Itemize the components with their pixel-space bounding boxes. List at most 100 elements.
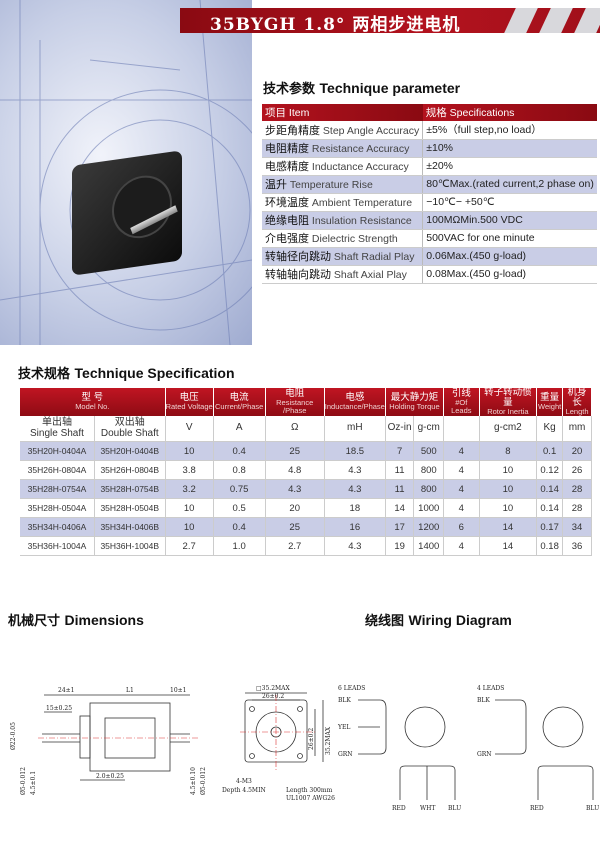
spec-cell: 8 [479, 441, 538, 462]
spec-cell: 0.12 [536, 460, 564, 481]
param-name: 转轴径向跳动 Shaft Radial Play [262, 247, 424, 266]
spec-row: 35H36H-1004A 35H36H-1004B 2.7 1.0 2.7 4.3 19 14… [20, 536, 592, 557]
spec-cell: 1.0 [213, 536, 266, 557]
spec-cell: 28 [562, 498, 592, 519]
param-value: 100MΩMin.500 VDC [422, 211, 597, 230]
param-row: 转轴径向跳动 Shaft Radial Play 0.06Max.(450 g-l… [262, 247, 597, 266]
spec-cell: 0.18 [536, 536, 564, 557]
spec-heading: 技术规格 Technique Specification [18, 365, 235, 382]
wiring-diagram: 6 LEADS BLK YEL GRN RED WHT BLU 4 LEADS … [337, 685, 599, 812]
unit-cell: 单出轴 Single Shaft [20, 415, 95, 443]
spec-cell: 0.4 [213, 517, 266, 538]
dim-label: 10±1 [170, 687, 186, 694]
spec-cell: 3.8 [165, 460, 214, 481]
spec-row: 35H20H-0404A 35H20H-0404B 10 0.4 25 18.5 7 500 4… [20, 441, 592, 462]
param-row: 环境温度 Ambient Temperature −10℃− +50℃ [262, 193, 597, 212]
spec-col-header: 电压 Rated Voltage [165, 388, 214, 416]
spec-cell: 1000 [413, 498, 445, 519]
unit-cell: 双出轴 Double Shaft [94, 415, 166, 443]
six-leads-label: 6 LEADS [338, 685, 365, 692]
spec-cell: 18 [324, 498, 386, 519]
technical-drawing-backdrop [0, 0, 252, 345]
spec-cell: 26 [562, 460, 592, 481]
unit-cell: Ω [265, 415, 325, 443]
dim-label: Ø5-0.012 [20, 767, 27, 795]
spec-cell: 4 [443, 498, 480, 519]
spec-col-header: 转子转动惯量 Rotor Inertia [479, 388, 538, 416]
spec-cell: 6 [443, 517, 480, 538]
spec-cell: 35H36H-1004A [20, 536, 95, 557]
spec-cell: 4 [443, 536, 480, 557]
param-name: 介电强度 Dielectric Strength [262, 229, 424, 248]
spec-row: 35H34H-0406A 35H34H-0406B 10 0.4 25 16 17 1200 6… [20, 517, 592, 538]
wire-label: GRN [338, 751, 353, 758]
unit-cell: mm [562, 415, 592, 443]
dim-label: UL1007 AWG26 [286, 795, 335, 802]
param-row: 转轴轴向跳动 Shaft Axial Play 0.08Max.(450 g-lo… [262, 265, 597, 284]
spec-cell: 0.17 [536, 517, 564, 538]
spec-cell: 17 [385, 517, 415, 538]
spec-cell: 25 [265, 517, 325, 538]
title-banner: 35BYGH 1.8° 两相步进电机 [180, 8, 600, 33]
spec-cell: 2.7 [165, 536, 214, 557]
spec-cell: 500 [413, 441, 445, 462]
col-header-item: 项目 Item [262, 104, 423, 121]
spec-cell: 0.4 [213, 441, 266, 462]
spec-cell: 0.14 [536, 479, 564, 500]
spec-cell: 35H20H-0404A [20, 441, 95, 462]
param-name: 步距角精度 Step Angle Accuracy [262, 121, 424, 140]
param-name: 环境温度 Ambient Temperature [262, 193, 424, 212]
unit-cell: A [213, 415, 266, 443]
dim-label: 24±1 [58, 687, 74, 694]
param-row: 电感精度 Inductance Accuracy ±20% [262, 157, 597, 176]
dim-label: 2.0±0.25 [96, 773, 124, 780]
spec-cell: 1200 [413, 517, 445, 538]
spec-cell: 4.8 [265, 460, 325, 481]
spec-cell: 35H36H-1004B [94, 536, 166, 557]
wire-label: GRN [477, 751, 492, 758]
spec-col-header: 电阻 Resistance /Phase [265, 388, 325, 416]
dim-label: 26±0.2 [262, 693, 284, 700]
spec-col-header: 最大静力矩 Holding Torque [385, 388, 445, 416]
wire-label: RED [530, 805, 544, 812]
spec-cell: 14 [479, 517, 538, 538]
spec-cell: 35H28H-0754B [94, 479, 166, 500]
unit-cell: V [165, 415, 214, 443]
dim-label: 26±0.2 [308, 728, 315, 750]
spec-cell: 11 [385, 479, 415, 500]
dim-label: 35.2MAX [325, 726, 332, 755]
spec-col-header: 电流 Current/Phase [213, 388, 266, 416]
spec-cell: 4.3 [324, 536, 386, 557]
param-name: 转轴轴向跳动 Shaft Axial Play [262, 265, 424, 284]
spec-cell: 800 [413, 479, 445, 500]
spec-cell: 18.5 [324, 441, 386, 462]
dimension-drawing: 24±1 L1 10±1 15±0.25 2.0±0.25 Ø22-0.05 Ø… [10, 685, 335, 802]
param-value: 0.06Max.(450 g-load) [422, 247, 597, 266]
stepper-motor-image [72, 150, 182, 276]
dim-label: Depth 4.5MIN [222, 787, 266, 794]
product-photo [0, 0, 252, 345]
param-row: 绝缘电阻 Insulation Resistance 100MΩMin.500 V… [262, 211, 597, 230]
spec-cell: 20 [265, 498, 325, 519]
spec-cell: 0.75 [213, 479, 266, 500]
spec-cell: 20 [562, 441, 592, 462]
dimensions-heading: 机械尺寸 Dimensions [8, 612, 144, 629]
dim-label: 4.5±0.10 [190, 767, 197, 795]
param-value: 0.08Max.(450 g-load) [422, 265, 597, 284]
spec-cell: 10 [479, 498, 538, 519]
param-name: 电阻精度 Resistance Accuracy [262, 139, 424, 158]
wire-label: BLK [477, 697, 490, 704]
dim-label: □35.2MAX [256, 685, 291, 692]
parameter-table: 项目 Item 规格 Specifications 步距角精度 Step Angl… [262, 104, 597, 284]
spec-cell: 7 [385, 441, 415, 462]
wire-label: BLU [448, 805, 461, 812]
spec-cell: 25 [265, 441, 325, 462]
param-value: ±10% [422, 139, 597, 158]
dim-label: L1 [126, 687, 134, 694]
dim-label: 15±0.25 [46, 705, 72, 712]
param-value: ±20% [422, 157, 597, 176]
spec-cell: 14 [385, 498, 415, 519]
spec-cell: 2.7 [265, 536, 325, 557]
wire-label: YEL [337, 724, 350, 731]
spec-cell: 35H34H-0406B [94, 517, 166, 538]
